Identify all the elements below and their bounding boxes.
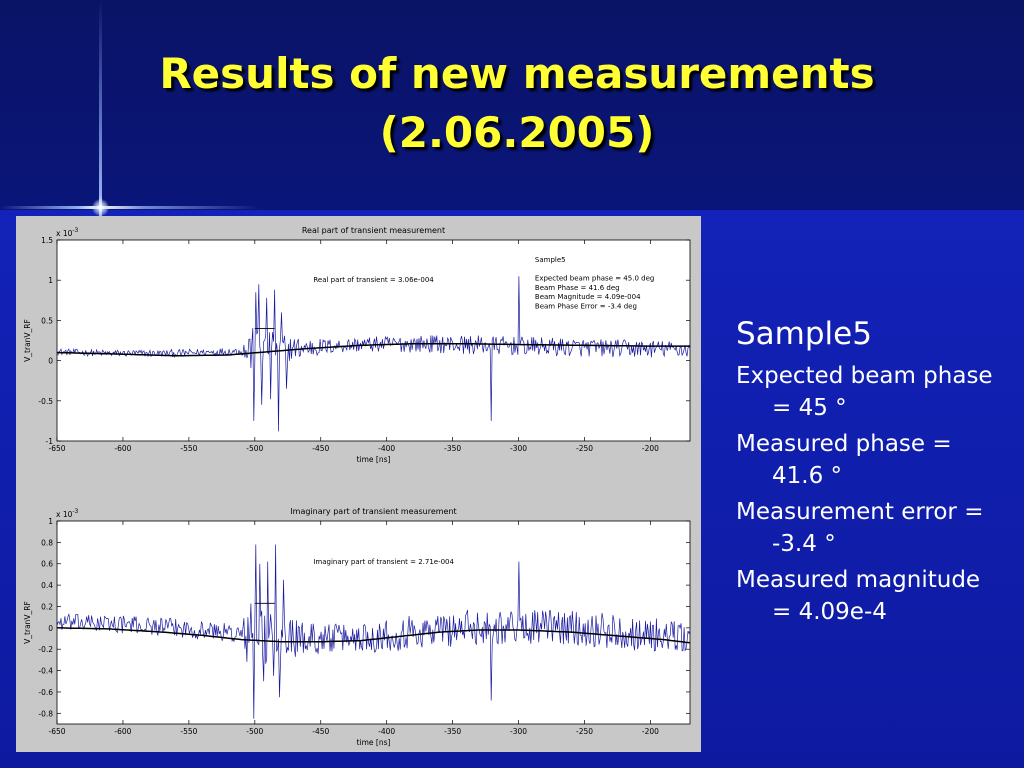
y-tick-label: 0.5 <box>41 316 53 325</box>
y-axis-label: V_tranV_RF <box>23 319 32 362</box>
summary-item-measured-phase: Measured phase = 41.6 ° <box>736 431 952 489</box>
y-tick-label: 0.2 <box>41 602 53 611</box>
axis-multiplier-exponent: -3 <box>72 227 78 234</box>
y-tick-label: -0.6 <box>38 688 53 697</box>
x-tick-label: -250 <box>576 727 593 736</box>
fit-curve <box>57 342 690 357</box>
slide-title-line-1: Results of new measurements <box>159 49 875 98</box>
chart-title: Imaginary part of transient measurement <box>290 507 456 516</box>
x-tick-label: -300 <box>510 444 527 453</box>
x-tick-label: -450 <box>312 444 329 453</box>
x-tick-label: -200 <box>642 444 659 453</box>
x-tick-label: -200 <box>642 727 659 736</box>
decorative-sparkle-icon <box>92 199 109 216</box>
decorative-vertical-line <box>99 0 102 230</box>
x-tick-label: -600 <box>114 444 131 453</box>
summary-item-expected-phase: Expected beam phase = 45 ° <box>736 363 993 421</box>
y-tick-label: -0.8 <box>38 709 53 718</box>
y-tick-label: 1.5 <box>41 236 53 245</box>
x-tick-label: -400 <box>378 444 395 453</box>
slide-title-line-2: (2.06.2005) <box>379 108 655 157</box>
measured-trace <box>56 544 691 719</box>
matlab-figure: -650 -600 -550 -500 -450 -400 -350 -300 -250 -200… <box>16 216 701 752</box>
slide-title: Results of new measurements (2.06.2005) <box>60 44 974 162</box>
y-tick-label: 1 <box>48 276 53 285</box>
x-tick-label: -550 <box>180 727 197 736</box>
x-tick-label: -450 <box>312 727 329 736</box>
y-axis-label: V_tranV_RF <box>23 601 32 644</box>
y-tick-label: 1 <box>48 517 53 526</box>
decorative-horizontal-line <box>0 206 260 209</box>
plot-imaginary-part: -650 -600 -550 -500 -450 -400 -350 -300 -250 -200… <box>23 507 691 747</box>
transient-annotation: Imaginary part of transient = 2.71e-004 <box>313 558 454 566</box>
y-tick-label: 0 <box>48 357 53 366</box>
summary-item-measured-magnitude: Measured magnitude = 4.09e-4 <box>736 567 981 625</box>
x-tick-label: -500 <box>246 727 263 736</box>
plot-real-part: -650 -600 -550 -500 -450 -400 -350 -300 -250 -200… <box>23 226 691 464</box>
fit-curve <box>56 627 691 644</box>
chart-title: Real part of transient measurement <box>302 226 445 235</box>
x-tick-label: -250 <box>576 444 593 453</box>
info-line: Sample5 <box>535 256 566 264</box>
y-tick-label: -0.4 <box>38 667 53 676</box>
x-tick-label: -650 <box>48 727 65 736</box>
summary-heading: Sample5 <box>736 316 872 352</box>
axis-multiplier-exponent: -3 <box>72 508 78 515</box>
summary-item-measurement-error: Measurement error = -3.4 ° <box>736 499 984 557</box>
x-tick-label: -300 <box>510 727 527 736</box>
x-tick-label: -500 <box>246 444 263 453</box>
axis-multiplier: x 10-3 <box>56 508 79 519</box>
x-tick-label: -550 <box>180 444 197 453</box>
x-tick-label: -350 <box>444 444 461 453</box>
x-tick-label: -350 <box>444 727 461 736</box>
x-axis-label: time [ns] <box>357 455 391 464</box>
y-tick-label: -0.5 <box>38 397 53 406</box>
x-tick-label: -400 <box>378 727 395 736</box>
summary-list: Sample5 Expected beam phase = 45 ° Measu… <box>736 312 1006 632</box>
y-tick-label: 0.8 <box>41 538 53 547</box>
title-band <box>0 0 1024 210</box>
measured-trace <box>56 276 691 432</box>
info-line: Beam Magnitude = 4.09e-004 <box>535 293 641 301</box>
y-tick-label: -0.2 <box>38 645 53 654</box>
axis-multiplier-base: x 10 <box>56 510 73 519</box>
y-tick-label: 0.6 <box>41 560 53 569</box>
y-tick-label: -1 <box>46 437 54 446</box>
y-tick-label: 0.4 <box>41 581 53 590</box>
x-tick-label: -650 <box>48 444 65 453</box>
x-axis-label: time [ns] <box>357 738 391 747</box>
axis-multiplier: x 10-3 <box>56 227 79 238</box>
transient-annotation: Real part of transient = 3.06e-004 <box>313 276 434 284</box>
info-line: Beam Phase Error = -3.4 deg <box>535 303 637 311</box>
info-line: Beam Phase = 41.6 deg <box>535 284 620 292</box>
info-line: Expected beam phase = 45.0 deg <box>535 275 654 283</box>
y-tick-label: 0 <box>48 624 53 633</box>
axes-box <box>56 520 691 725</box>
axis-multiplier-base: x 10 <box>56 229 73 238</box>
x-tick-label: -600 <box>114 727 131 736</box>
axes-box <box>56 239 691 442</box>
